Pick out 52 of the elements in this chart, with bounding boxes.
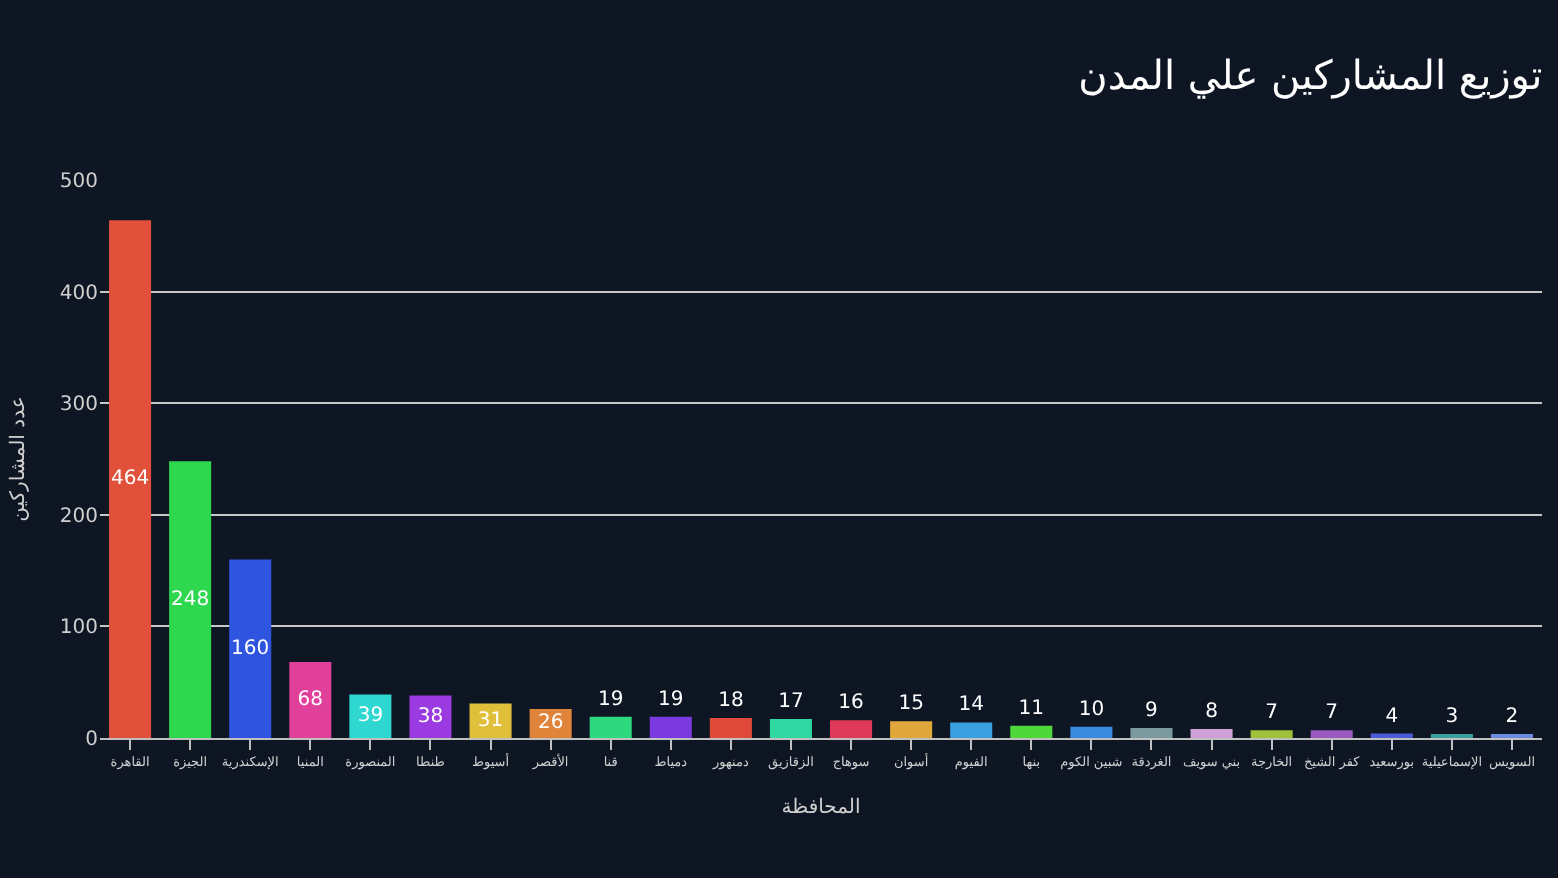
data-label: 68 bbox=[297, 689, 324, 712]
data-label: 3 bbox=[1445, 706, 1459, 728]
bar bbox=[349, 694, 392, 738]
data-label: 9 bbox=[1145, 699, 1158, 722]
bar bbox=[589, 716, 632, 738]
bar bbox=[830, 720, 873, 738]
bar bbox=[169, 461, 212, 738]
data-label: 8 bbox=[1205, 701, 1218, 724]
data-label: 160 bbox=[231, 637, 270, 660]
data-label: 10 bbox=[1078, 698, 1105, 721]
bar bbox=[229, 559, 272, 738]
y-tick-label: 400 bbox=[59, 282, 98, 305]
bar bbox=[1130, 727, 1173, 738]
data-label: 19 bbox=[597, 688, 624, 711]
y-tick-label: 500 bbox=[59, 171, 98, 193]
data-label: 2 bbox=[1505, 706, 1519, 728]
bar bbox=[1190, 729, 1233, 738]
data-label: 19 bbox=[658, 688, 684, 711]
data-label: 15 bbox=[898, 693, 924, 716]
x-axis-title: المحافظة bbox=[781, 796, 861, 819]
data-label: 16 bbox=[838, 692, 864, 715]
data-label: 31 bbox=[477, 709, 504, 732]
bar bbox=[890, 721, 933, 738]
chart-title: توزيع المشاركين علي المدن bbox=[1078, 51, 1543, 100]
y-tick-label: 100 bbox=[59, 617, 98, 640]
bar bbox=[469, 703, 512, 738]
data-label: 7 bbox=[1265, 702, 1279, 725]
bar bbox=[1250, 730, 1293, 738]
data-label: 38 bbox=[417, 705, 444, 728]
bar bbox=[109, 220, 152, 738]
bar bbox=[1070, 726, 1113, 738]
bar bbox=[649, 716, 692, 738]
data-label: 26 bbox=[537, 712, 564, 735]
bar bbox=[1310, 730, 1353, 738]
data-label: 14 bbox=[958, 694, 984, 717]
bar bbox=[769, 719, 812, 738]
bar bbox=[289, 662, 332, 738]
data-label: 39 bbox=[357, 705, 384, 728]
bar bbox=[950, 722, 993, 738]
data-label: 17 bbox=[778, 691, 804, 714]
y-tick-label: 300 bbox=[59, 394, 98, 417]
data-label: 4 bbox=[1385, 705, 1399, 728]
data-label: 18 bbox=[718, 689, 744, 712]
bar bbox=[709, 717, 752, 738]
y-tick-label: 0 bbox=[85, 729, 98, 751]
data-label: 248 bbox=[171, 588, 210, 611]
data-label: 11 bbox=[1018, 697, 1045, 720]
bar bbox=[1010, 725, 1053, 738]
data-label: 7 bbox=[1325, 702, 1339, 725]
y-tick-label: 200 bbox=[59, 505, 98, 528]
y-axis-title: عدد المشاركين bbox=[7, 396, 30, 522]
data-label: 464 bbox=[110, 468, 150, 491]
